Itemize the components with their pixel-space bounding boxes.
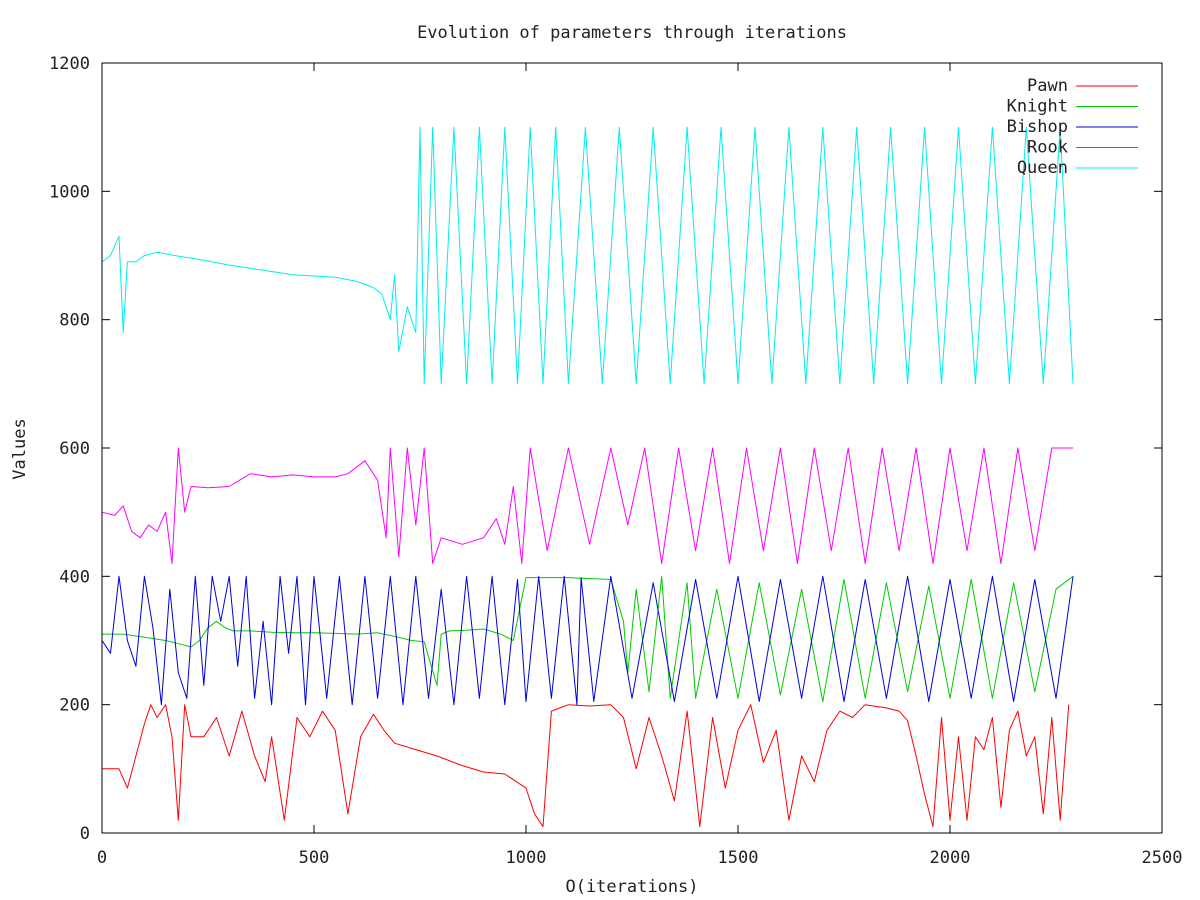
- x-axis: 0 500 1000 1500 2000 2500: [97, 63, 1183, 868]
- series-line-rook: [101, 447, 1073, 564]
- series-line-queen: [101, 126, 1074, 385]
- series-line-knight: [102, 575, 1074, 702]
- y-tick-label: 200: [59, 696, 90, 716]
- x-tick-label: 500: [299, 848, 330, 868]
- x-tick-label: 2000: [930, 848, 971, 868]
- x-tick-label: 1000: [506, 848, 547, 868]
- x-tick-label: 0: [97, 848, 107, 868]
- x-tick-label: 1500: [718, 848, 759, 868]
- x-tick-label: 2500: [1142, 848, 1183, 868]
- y-tick-label: 1000: [49, 182, 90, 202]
- legend-label-bishop: Bishop: [1007, 117, 1068, 137]
- x-axis-label: O(iterations): [565, 877, 698, 897]
- legend-label-pawn: Pawn: [1027, 76, 1068, 96]
- series-line-pawn: [102, 704, 1070, 828]
- y-axis: 0 200 400 600 800 1000 1200: [49, 54, 1162, 844]
- plot-frame: [101, 62, 1163, 834]
- y-tick-label: 1200: [49, 54, 90, 74]
- y-tick-label: 0: [80, 824, 90, 844]
- y-tick-label: 400: [59, 567, 90, 587]
- series-line-bishop: [101, 575, 1074, 706]
- plot-area: [101, 126, 1074, 828]
- legend-label-queen: Queen: [1017, 158, 1068, 178]
- y-tick-label: 600: [59, 439, 90, 459]
- legend-label-rook: Rook: [1027, 138, 1068, 158]
- y-tick-label: 800: [59, 311, 90, 331]
- legend-label-knight: Knight: [1007, 97, 1068, 117]
- y-axis-label: Values: [10, 418, 30, 479]
- chart-title: Evolution of parameters through iteratio…: [417, 23, 847, 43]
